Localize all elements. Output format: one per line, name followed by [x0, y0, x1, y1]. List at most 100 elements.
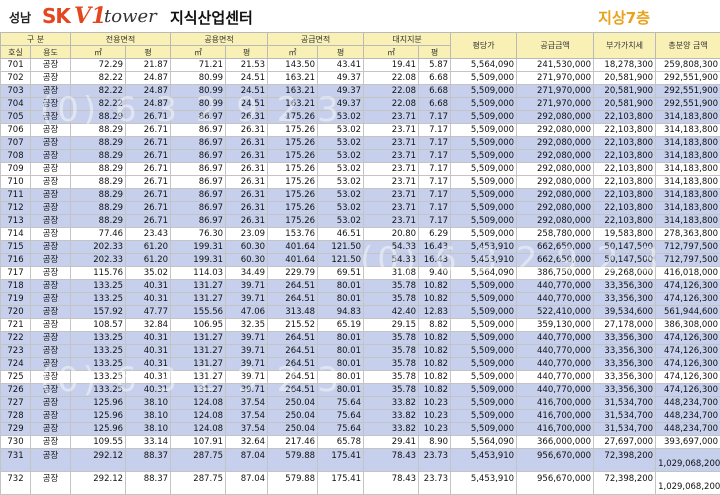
land-m2-cell: 23.71 [364, 111, 419, 124]
use-cell: 공장 [31, 202, 71, 215]
land-m2-cell: 78.43 [364, 449, 419, 472]
exclusive-m2-cell: 202.33 [71, 254, 126, 267]
vat-cell: 33,356,300 [594, 332, 656, 345]
common-pyeong-cell: 32.64 [226, 436, 268, 449]
land-m2-cell: 31.08 [364, 267, 419, 280]
exclusive-pyeong-cell: 24.87 [126, 98, 171, 111]
exclusive-pyeong-cell: 40.31 [126, 358, 171, 371]
supply-amount-cell: 271,970,000 [517, 72, 594, 85]
exclusive-pyeong-cell: 26.71 [126, 176, 171, 189]
supply-pyeong-cell: 53.02 [318, 189, 364, 202]
supply-pyeong-cell: 94.83 [318, 306, 364, 319]
total-amount-cell: 474,126,300 [656, 384, 720, 397]
exclusive-pyeong-cell: 24.87 [126, 72, 171, 85]
supply-pyeong-cell: 49.37 [318, 98, 364, 111]
exclusive-m2-cell: 125.96 [71, 423, 126, 436]
common-m2-cell: 124.08 [171, 410, 226, 423]
unit-cell: 704 [1, 98, 31, 111]
land-m2-cell: 35.78 [364, 371, 419, 384]
land-m2-cell: 29.41 [364, 436, 419, 449]
unit-cell: 725 [1, 371, 31, 384]
use-cell: 공장 [31, 332, 71, 345]
exclusive-pyeong-cell: 32.84 [126, 319, 171, 332]
total-amount-cell: 448,234,700 [656, 397, 720, 410]
exclusive-m2-cell: 202.33 [71, 241, 126, 254]
use-cell: 공장 [31, 293, 71, 306]
exclusive-pyeong-cell: 47.77 [126, 306, 171, 319]
common-pyeong-cell: 37.54 [226, 423, 268, 436]
vat-cell: 72,398,200 [594, 472, 656, 495]
exclusive-pyeong-cell: 40.31 [126, 293, 171, 306]
unit-price-table: 구 분 전용면적 공용면적 공급면적 대지지분 평당가 공급금액 부가가치세 총… [0, 32, 720, 495]
unit-cell: 720 [1, 306, 31, 319]
common-pyeong-cell: 39.71 [226, 371, 268, 384]
price-per-pyeong-cell: 5,453,910 [451, 254, 517, 267]
supply-pyeong-cell: 80.01 [318, 371, 364, 384]
common-pyeong-cell: 37.54 [226, 397, 268, 410]
use-cell: 공장 [31, 98, 71, 111]
vat-cell: 22,103,800 [594, 137, 656, 150]
supply-m2-cell: 264.51 [268, 280, 318, 293]
land-pyeong-cell: 5.87 [419, 59, 451, 72]
price-per-pyeong-cell: 5,509,000 [451, 332, 517, 345]
supply-m2-cell: 250.04 [268, 423, 318, 436]
exclusive-m2-cell: 133.25 [71, 358, 126, 371]
use-cell: 공장 [31, 384, 71, 397]
common-m2-cell: 287.75 [171, 449, 226, 472]
supply-pyeong-cell: 43.41 [318, 59, 364, 72]
land-pyeong-cell: 10.82 [419, 384, 451, 397]
supply-amount-cell: 271,970,000 [517, 98, 594, 111]
vat-cell: 22,103,800 [594, 176, 656, 189]
supply-m2-cell: 264.51 [268, 293, 318, 306]
exclusive-m2-cell: 133.25 [71, 332, 126, 345]
supply-pyeong-cell: 80.01 [318, 293, 364, 306]
common-pyeong-cell: 26.31 [226, 124, 268, 137]
supply-m2-cell: 175.26 [268, 202, 318, 215]
land-pyeong-cell: 7.17 [419, 163, 451, 176]
common-m2-cell: 86.97 [171, 176, 226, 189]
supply-pyeong-cell: 49.37 [318, 72, 364, 85]
common-m2-cell: 124.08 [171, 423, 226, 436]
vat-cell: 31,534,700 [594, 397, 656, 410]
exclusive-m2-cell: 125.96 [71, 397, 126, 410]
price-per-pyeong-cell: 5,509,000 [451, 137, 517, 150]
unit-cell: 726 [1, 384, 31, 397]
supply-amount-cell: 292,080,000 [517, 176, 594, 189]
land-m2-cell: 23.71 [364, 215, 419, 228]
common-m2-cell: 131.27 [171, 371, 226, 384]
common-pyeong-cell: 24.51 [226, 85, 268, 98]
exclusive-m2-cell: 88.29 [71, 150, 126, 163]
supply-pyeong-cell: 65.78 [318, 436, 364, 449]
land-m2-cell: 23.71 [364, 202, 419, 215]
common-m2-cell: 106.95 [171, 319, 226, 332]
land-m2-cell: 78.43 [364, 472, 419, 495]
total-amount-cell: 314,183,800 [656, 176, 720, 189]
supply-pyeong-cell: 53.02 [318, 124, 364, 137]
supply-m2-cell: 163.21 [268, 72, 318, 85]
vat-cell: 22,103,800 [594, 111, 656, 124]
vat-cell: 20,581,900 [594, 85, 656, 98]
total-amount-cell: 712,797,500 [656, 254, 720, 267]
price-per-pyeong-cell: 5,509,000 [451, 98, 517, 111]
land-pyeong-cell: 12.83 [419, 306, 451, 319]
supply-m2-cell: 175.26 [268, 137, 318, 150]
exclusive-pyeong-cell: 38.10 [126, 397, 171, 410]
vat-cell: 20,581,900 [594, 72, 656, 85]
supply-m2-cell: 250.04 [268, 397, 318, 410]
header-unit-m2: ㎡ [268, 46, 318, 59]
supply-m2-cell: 264.51 [268, 332, 318, 345]
common-pyeong-cell: 26.31 [226, 163, 268, 176]
use-cell: 공장 [31, 472, 71, 495]
common-m2-cell: 155.56 [171, 306, 226, 319]
exclusive-m2-cell: 88.29 [71, 137, 126, 150]
supply-m2-cell: 175.26 [268, 150, 318, 163]
common-pyeong-cell: 87.04 [226, 472, 268, 495]
exclusive-m2-cell: 133.25 [71, 384, 126, 397]
